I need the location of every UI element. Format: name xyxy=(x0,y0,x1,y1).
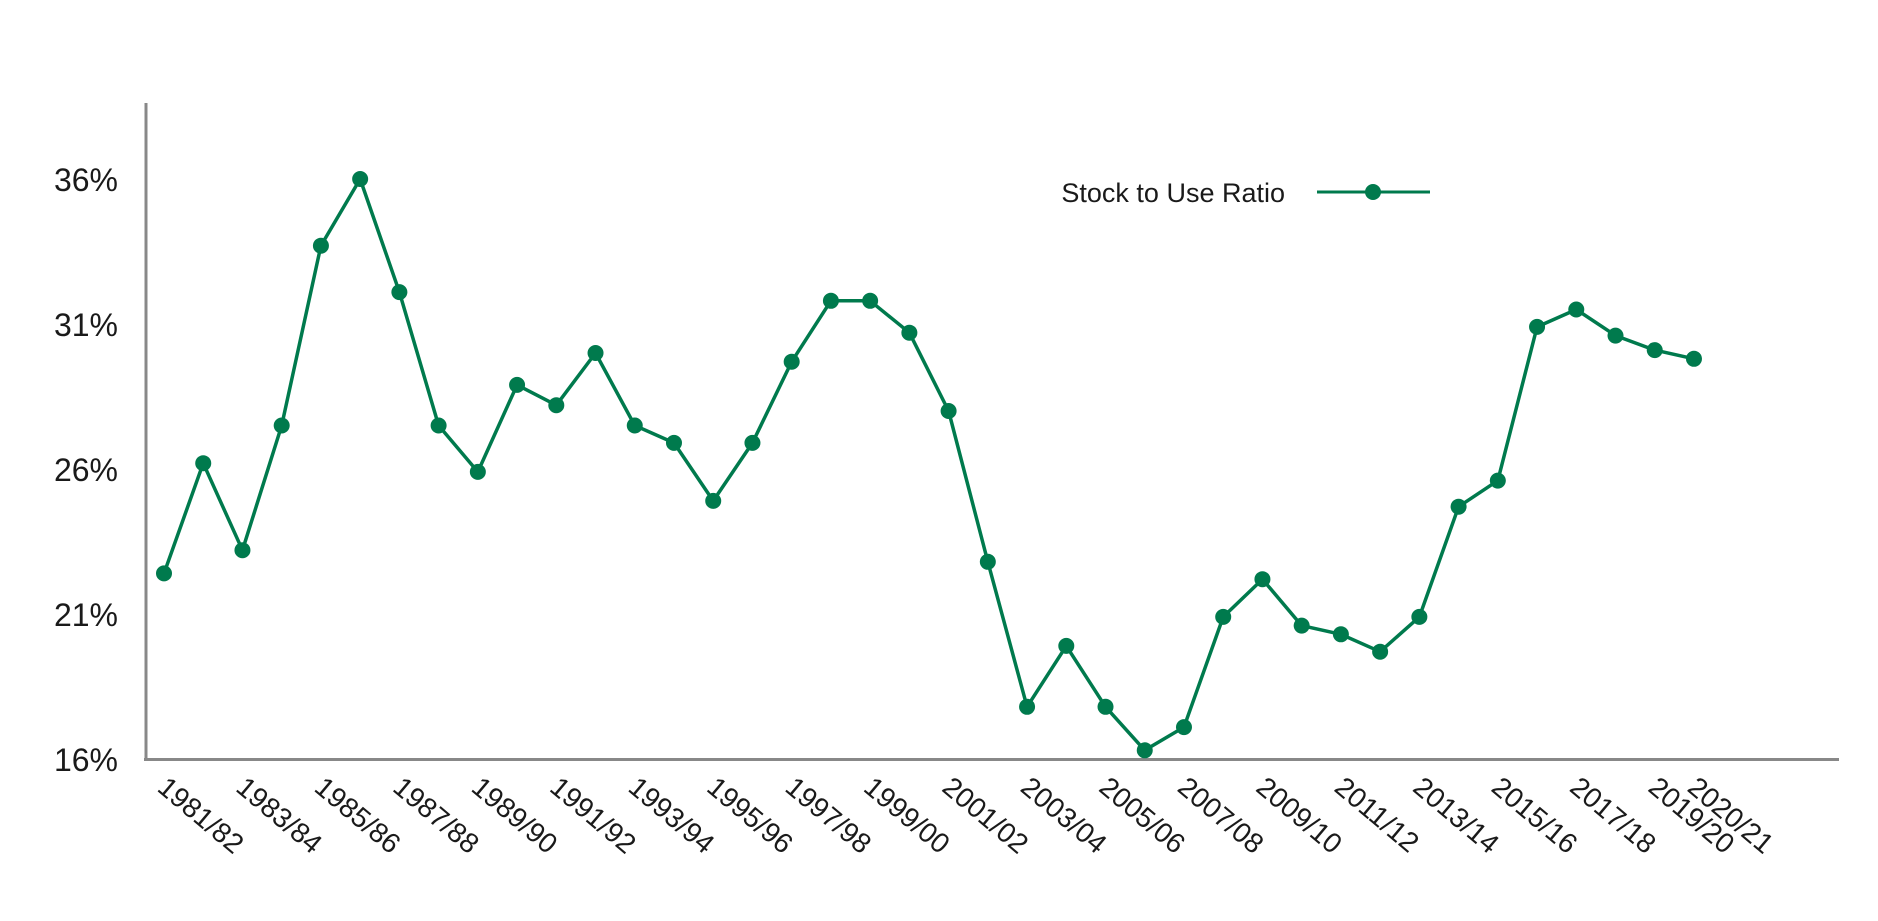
data-point xyxy=(156,565,172,582)
series-group xyxy=(156,171,1702,759)
data-point xyxy=(587,345,604,361)
y-tick-label: 26% xyxy=(54,452,118,488)
x-tick-label: 1999/00 xyxy=(858,771,955,860)
data-point xyxy=(469,463,486,480)
x-tick-label: 2007/08 xyxy=(1172,771,1269,860)
x-tick-label: 1981/82 xyxy=(152,771,249,860)
data-point xyxy=(1685,350,1702,367)
x-tick-label: 2013/14 xyxy=(1408,771,1505,860)
data-point xyxy=(1489,472,1506,489)
data-point xyxy=(1450,498,1467,515)
x-tick-label: 2009/10 xyxy=(1251,771,1348,860)
data-point xyxy=(1568,301,1585,318)
series-line xyxy=(162,177,1695,753)
y-tick-label: 16% xyxy=(54,742,118,778)
data-point xyxy=(312,237,329,254)
x-tick-label: 1983/84 xyxy=(231,771,328,860)
data-point xyxy=(822,292,839,309)
x-tick-label: 1987/88 xyxy=(388,771,485,860)
x-tick-label: 1985/86 xyxy=(309,771,406,860)
data-point xyxy=(940,403,957,419)
data-point xyxy=(705,492,722,509)
x-tick-labels: 1981/821983/841985/861987/881989/901991/… xyxy=(152,771,1779,860)
data-point xyxy=(901,324,918,341)
data-point xyxy=(1097,698,1114,715)
data-point xyxy=(1332,626,1349,643)
x-tick-label: 1995/96 xyxy=(701,771,798,860)
data-point xyxy=(273,417,290,434)
data-point xyxy=(1019,698,1036,715)
data-point xyxy=(509,376,526,393)
data-point xyxy=(1607,327,1624,344)
data-point xyxy=(783,353,800,370)
data-point xyxy=(430,417,447,434)
x-tick-label: 1991/92 xyxy=(544,771,641,860)
x-tick-label: 2003/04 xyxy=(1015,771,1112,860)
data-point xyxy=(1215,608,1232,625)
data-point xyxy=(862,292,879,309)
data-point xyxy=(665,434,682,451)
y-tick-label: 31% xyxy=(54,307,118,343)
data-point xyxy=(1529,318,1546,335)
x-tick-label: 2005/06 xyxy=(1094,771,1191,860)
data-point xyxy=(1136,742,1153,759)
legend-label: Stock to Use Ratio xyxy=(1061,178,1285,208)
x-tick-label: 2011/12 xyxy=(1329,771,1425,858)
data-point xyxy=(548,397,565,414)
data-point xyxy=(1411,608,1428,625)
data-point xyxy=(234,542,251,559)
y-tick-label: 36% xyxy=(54,162,118,198)
y-tick-labels: 16% 21% 26% 31% 36% xyxy=(54,162,118,778)
data-point xyxy=(195,455,212,472)
x-tick-label: 1993/94 xyxy=(623,771,720,860)
x-tick-label: 2015/16 xyxy=(1486,771,1583,860)
x-tick-label: 2001/02 xyxy=(937,771,1034,860)
data-point xyxy=(1646,342,1663,359)
x-tick-label: 1989/90 xyxy=(466,771,563,860)
data-point xyxy=(391,284,408,301)
data-point xyxy=(1293,617,1310,634)
data-point xyxy=(1254,571,1271,588)
legend: Stock to Use Ratio xyxy=(1061,178,1430,208)
data-point xyxy=(352,171,369,187)
legend-marker-swatch xyxy=(1365,184,1381,200)
data-point xyxy=(1372,643,1389,660)
data-point xyxy=(979,553,996,570)
data-point xyxy=(744,434,761,451)
x-tick-label: 2017/18 xyxy=(1564,771,1661,860)
data-point xyxy=(626,417,643,434)
data-point xyxy=(1175,719,1192,736)
data-point xyxy=(1058,637,1075,654)
y-tick-label: 21% xyxy=(54,597,118,633)
x-tick-label: 1997/98 xyxy=(780,771,877,860)
